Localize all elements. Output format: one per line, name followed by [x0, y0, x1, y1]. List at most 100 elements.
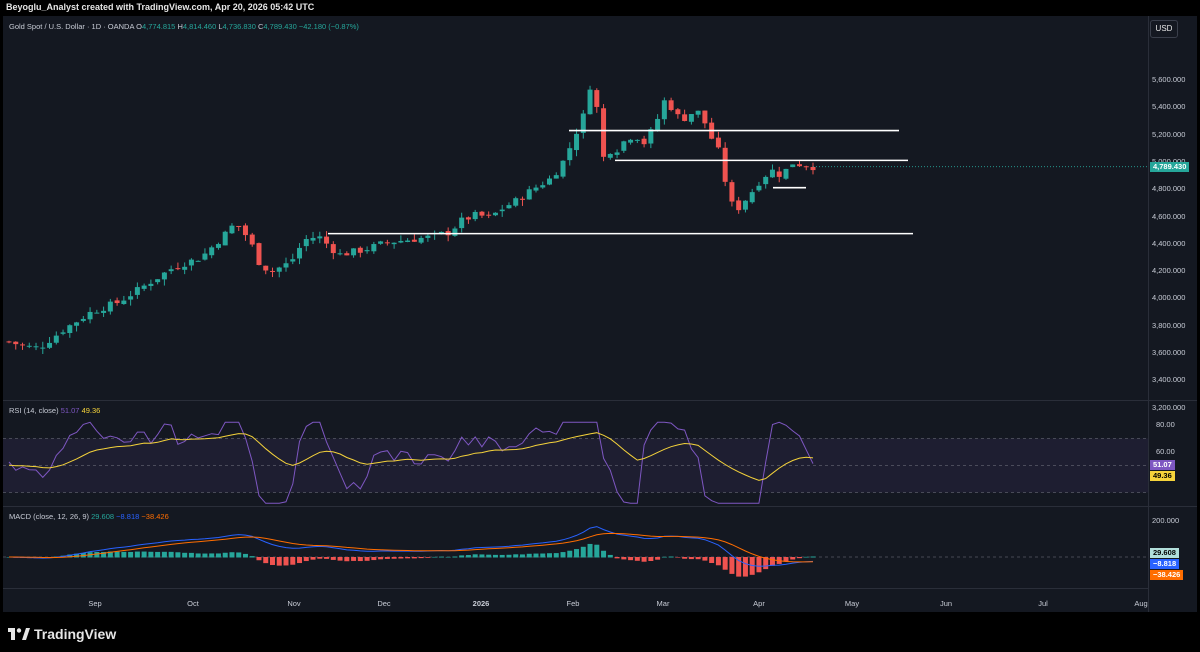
candle-body — [506, 205, 512, 209]
candle-body — [682, 114, 688, 121]
macd-histogram-bar — [513, 554, 519, 558]
candle-body — [405, 240, 411, 242]
rsi-tick-80: 80.00 — [1156, 420, 1175, 429]
candle-body — [803, 166, 809, 168]
high-value: 4,814.460 — [182, 22, 217, 31]
candle-body — [330, 244, 336, 254]
candle-body — [810, 166, 816, 171]
time-axis-label: Apr — [753, 599, 765, 608]
macd-histogram-bar — [688, 557, 694, 560]
candle-body — [641, 138, 647, 145]
candle-body — [13, 341, 19, 345]
currency-button[interactable]: USD — [1150, 20, 1178, 38]
candle-body — [749, 192, 755, 203]
candle-body — [756, 185, 762, 191]
pane-divider-macd[interactable] — [3, 506, 1197, 507]
candle-body — [249, 234, 255, 245]
candle-body — [722, 147, 728, 182]
candle-body — [519, 198, 525, 200]
candle-body — [378, 241, 384, 244]
time-axis-label: 2026 — [472, 599, 490, 608]
candle-body — [661, 100, 667, 120]
candle-body — [128, 296, 134, 300]
candle-body — [790, 164, 796, 168]
macd-histogram-bar — [175, 552, 181, 558]
candle-body — [783, 168, 789, 179]
chart-container[interactable]: Gold Spot / U.S. Dollar · 1D · OANDA O4,… — [3, 16, 1197, 612]
chart-canvas[interactable] — [3, 16, 1148, 612]
macd-histogram-bar — [736, 557, 742, 577]
candle-body — [742, 200, 748, 210]
time-axis-label: Mar — [656, 599, 670, 608]
candle-body — [418, 237, 424, 243]
candle-body — [134, 287, 140, 295]
candle-body — [459, 217, 465, 229]
macd-histogram-bar — [107, 551, 113, 558]
macd-histogram-bar — [648, 557, 654, 562]
pane-divider-rsi[interactable] — [3, 400, 1197, 401]
price-tick: 5,200.000 — [1152, 129, 1186, 139]
macd-histogram-bar — [614, 557, 620, 559]
candle-body — [614, 152, 620, 155]
macd-histogram-bar — [655, 557, 661, 560]
candle-body — [87, 311, 93, 320]
price-tick: 3,600.000 — [1152, 348, 1186, 357]
candle-body — [53, 335, 59, 343]
macd-histogram-bar — [486, 554, 492, 558]
rsi-value: 51.07 — [60, 406, 80, 415]
candle-body — [121, 300, 127, 305]
header-bar: Beyoglu_Analyst created with TradingView… — [0, 0, 1200, 16]
candle-body — [47, 342, 53, 348]
candle-body — [729, 182, 735, 202]
macd-histogram-bar — [256, 557, 262, 561]
macd-histogram-bar — [378, 557, 384, 560]
macd-histogram-bar — [452, 556, 458, 558]
candle-body — [141, 285, 147, 289]
macd-histogram-bar — [803, 556, 809, 558]
rsi-legend: RSI (14, close) 51.07 49.36 — [9, 406, 100, 415]
macd-histogram-bar — [682, 557, 688, 559]
candle-body — [94, 312, 100, 314]
candle-body — [601, 108, 607, 157]
price-tick: 3,200.000 — [1152, 402, 1186, 412]
candle-body — [594, 90, 600, 107]
macd-histogram-bar — [121, 551, 127, 558]
candle-body — [195, 260, 201, 262]
macd-histogram-bar — [459, 555, 465, 558]
macd-histogram-bar — [675, 557, 681, 558]
macd-histogram-bar — [357, 557, 363, 562]
candle-body — [715, 137, 721, 148]
candle-body — [587, 89, 593, 115]
time-axis-label: Sep — [88, 599, 102, 608]
candle-body — [560, 160, 566, 177]
price-tick: 4,000.000 — [1152, 293, 1186, 303]
macd-histogram-bar — [695, 557, 701, 560]
candle-body — [33, 346, 39, 348]
candle-body — [513, 198, 519, 206]
macd-histogram-bar — [742, 557, 748, 577]
macd-histogram-bar — [202, 553, 208, 558]
rsi-line — [8, 421, 814, 504]
candle-body — [553, 175, 559, 179]
macd-histogram-bar — [148, 551, 154, 558]
macd-histogram-bar — [269, 557, 275, 565]
macd-histogram-bar — [290, 557, 296, 565]
candle-body — [269, 270, 275, 272]
candle-body — [209, 247, 215, 256]
rsi-ma-value: 49.36 — [81, 406, 101, 415]
rsi-ma-tag: 49.36 — [1150, 471, 1175, 481]
candle-body — [648, 129, 654, 144]
candle-body — [479, 211, 485, 216]
time-axis-label: Feb — [566, 599, 580, 608]
macd-histogram-bar — [74, 553, 80, 558]
macd-hist-tag: 29.608 — [1150, 548, 1179, 558]
macd-histogram-bar — [337, 557, 343, 561]
price-tick: 4,600.000 — [1152, 211, 1186, 221]
macd-signal-line — [9, 532, 814, 563]
candle-body — [236, 225, 242, 227]
price-axis[interactable] — [1148, 16, 1198, 612]
macd-histogram-bar — [155, 551, 161, 558]
candle-body — [492, 212, 498, 216]
candle-body — [80, 318, 86, 321]
macd-histogram-bar — [128, 551, 134, 558]
